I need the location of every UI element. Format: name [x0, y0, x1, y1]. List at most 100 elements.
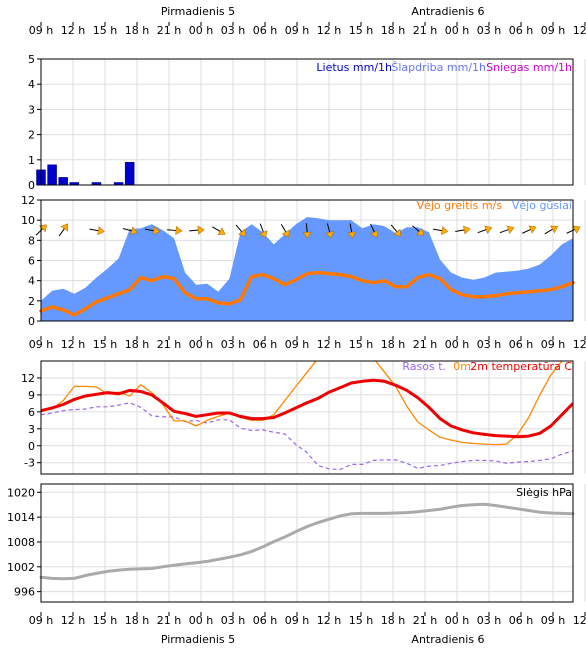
bottom-axis-xtick-label: 00 h — [189, 614, 213, 627]
wind-ytick-label: 2 — [28, 295, 35, 308]
mid-axis-xtick-label: 21 h — [157, 338, 181, 351]
wind-arrow-shaft — [370, 223, 376, 234]
bottom-axis-xtick-label: 09 h — [29, 614, 53, 627]
precip-frame — [40, 58, 574, 186]
wind-arrow-shaft — [499, 228, 510, 234]
mid-axis-xtick-label: 03 h — [477, 338, 501, 351]
top-axis-xtick-label: 06 h — [509, 24, 533, 37]
bottom-axis-xtick-label: 12 h — [61, 614, 85, 627]
wind-arrow — [455, 225, 471, 235]
bottom-axis-xtick-label: 00 h — [445, 614, 469, 627]
wind-arrow — [566, 225, 581, 234]
wind-arrow — [144, 226, 161, 236]
mid-axis-xtick-label: 18 h — [381, 338, 405, 351]
temp-ytick-label: 0 — [28, 440, 35, 453]
wind-gust-area — [41, 217, 573, 321]
wind-arrow — [325, 223, 334, 239]
bottom-axis-xtick-label: 12 h — [317, 614, 341, 627]
mid-axis-xtick-label: 09 h — [541, 338, 565, 351]
top-axis-xtick-label: 09 h — [285, 24, 309, 37]
bottom-axis-xtick-label: 09 h — [285, 614, 309, 627]
wind-arrow-shaft — [390, 224, 399, 233]
bottom-axis-xtick-label: 03 h — [477, 614, 501, 627]
top-axis-xtick-label: 00 h — [189, 24, 213, 37]
wind-arrow-head — [550, 225, 559, 234]
wind-arrow — [370, 223, 379, 238]
legend-snow: Sniegas mm/1h — [486, 61, 572, 74]
wind-arrow-head — [393, 228, 402, 237]
wind-arrow-shaft — [305, 223, 308, 234]
pressure-line — [39, 502, 575, 581]
pressure-ytick-label: 1020 — [7, 486, 35, 499]
wind-arrow-shaft — [280, 223, 287, 234]
wind-ytick-label: 10 — [21, 214, 35, 227]
precip-ytick-label: 0 — [28, 179, 35, 192]
wind-arrow-head — [463, 225, 471, 235]
wind-arrow-shaft — [477, 228, 488, 234]
temperature-line — [41, 378, 573, 439]
legend-wind-gust: Vėjo gūsiai — [512, 199, 572, 212]
wind-arrow — [347, 223, 357, 239]
precip-ytick-label: 2 — [28, 129, 35, 142]
wind-ytick-label: 4 — [28, 275, 35, 288]
bottom-day-label-2: Antradienis 6 — [411, 633, 484, 646]
mid-axis-xtick-label: 00 h — [189, 338, 213, 351]
precip-bar — [58, 177, 68, 186]
top-axis-xtick-label: 21 h — [413, 24, 437, 37]
legend-dew: Rasos t. — [402, 360, 446, 373]
wind-arrow-head — [281, 229, 290, 238]
wind-arrow — [122, 226, 138, 236]
temp-ytick-label: 6 — [28, 406, 35, 419]
mid-axis-xtick-label: 12 h — [573, 338, 586, 351]
wind-arrow-shaft — [35, 227, 44, 236]
top-axis-xtick-label: 21 h — [157, 24, 181, 37]
wind-arrow — [412, 225, 425, 236]
wind-arrow — [499, 225, 515, 234]
temp-ytick-label: 12 — [21, 372, 35, 385]
top-axis-xtick-label: 12 h — [61, 24, 85, 37]
wind-arrow — [302, 223, 312, 239]
wind-frame — [40, 199, 574, 322]
bottom-axis-xtick-label: 21 h — [157, 614, 181, 627]
top-axis-xtick-label: 09 h — [29, 24, 53, 37]
mid-axis-xtick-label: 03 h — [221, 338, 245, 351]
wind-arrow-head — [130, 226, 138, 236]
wind-arrow-shaft — [235, 224, 243, 233]
wind-arrow-shaft — [58, 227, 66, 237]
wind-arrow-head — [347, 231, 357, 239]
bottom-axis-xtick-label: 18 h — [125, 614, 149, 627]
wind-arrow — [280, 223, 290, 238]
wind-arrow-head — [302, 231, 312, 239]
wind-arrow — [259, 223, 268, 239]
wind-arrow-head — [506, 225, 515, 234]
top-axis-xtick-label: 12 h — [573, 24, 586, 37]
temp-series-group — [41, 361, 573, 471]
mid-axis-xtick-label: 06 h — [253, 338, 277, 351]
bottom-axis-xtick-label: 21 h — [413, 614, 437, 627]
wind-arrow-shaft — [89, 228, 100, 232]
wind-arrow-head — [528, 225, 537, 234]
wind-arrow — [390, 224, 402, 237]
mid-axis-xtick-label: 15 h — [349, 338, 373, 351]
wind-arrow — [433, 226, 449, 236]
temp-frame — [40, 360, 574, 475]
mid-axis-xtick-label: 09 h — [29, 338, 53, 351]
bottom-axis-xtick-label: 12 h — [573, 614, 586, 627]
bottom-axis-xtick-label: 06 h — [253, 614, 277, 627]
top-axis-xtick-label: 15 h — [93, 24, 117, 37]
wind-arrow-shaft — [259, 223, 265, 234]
mid-axis-xtick-label: 15 h — [93, 338, 117, 351]
wind-arrow-shaft — [433, 228, 444, 232]
temp-ytick-label: 9 — [28, 389, 35, 402]
wind-ytick-label: 8 — [28, 234, 35, 247]
wind-arrow — [89, 226, 105, 236]
bottom-axis-xtick-label: 03 h — [221, 614, 245, 627]
wind-arrow-head — [416, 228, 425, 236]
wind-arrow-shaft — [211, 226, 222, 233]
wind-arrow-shaft — [166, 229, 178, 232]
wind-arrow-head — [572, 225, 581, 234]
mid-axis-xtick-label: 12 h — [317, 338, 341, 351]
bottom-axis-xtick-label: 09 h — [541, 614, 565, 627]
bottom-axis-xtick-label: 15 h — [93, 614, 117, 627]
legend-zero: 0m — [453, 360, 471, 373]
